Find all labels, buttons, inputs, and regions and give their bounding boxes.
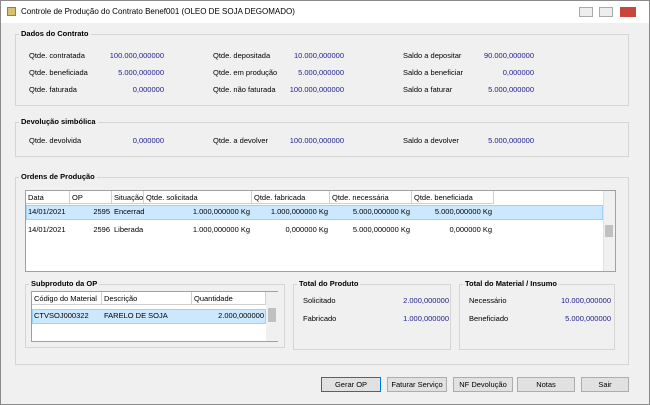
field-value: 100.000,000000 xyxy=(289,85,344,94)
grid-cell[interactable]: 1.000,000000 Kg xyxy=(192,225,250,234)
grid-cell[interactable]: Encerrada xyxy=(114,207,144,216)
group-title: Ordens de Produção xyxy=(19,172,97,182)
column-header: Qtde. fabricada xyxy=(252,191,330,204)
field-value: 0,000000 xyxy=(132,85,164,94)
column-header: OP xyxy=(70,191,112,204)
field-label: Qtde. não faturada xyxy=(213,85,276,94)
grid-cell[interactable]: 5.000,000000 Kg xyxy=(352,225,410,234)
field-label: Solicitado xyxy=(303,296,336,305)
field-value: 5.000,000000 xyxy=(488,136,534,145)
scroll-thumb xyxy=(605,225,613,237)
grid-cell[interactable]: 5.000,000000 Kg xyxy=(434,207,492,216)
app-icon xyxy=(7,7,16,16)
grid-cell[interactable]: 1.000,000000 Kg xyxy=(270,207,328,216)
field-value: 5.000,000000 xyxy=(118,68,164,77)
grid-cell[interactable]: Liberada xyxy=(114,225,144,234)
field-value: 100.000,000000 xyxy=(109,51,164,60)
group-box xyxy=(293,284,451,350)
grid-cell[interactable]: 0,000000 Kg xyxy=(285,225,328,234)
grid-cell[interactable]: 1.000,000000 Kg xyxy=(192,207,250,216)
field-label: Qtde. em produção xyxy=(213,68,278,77)
column-header: Situação xyxy=(112,191,144,204)
button[interactable]: Notas xyxy=(517,377,575,392)
button[interactable]: Faturar Serviço xyxy=(387,377,447,392)
minimize-button[interactable] xyxy=(579,7,593,17)
button[interactable]: Gerar OP xyxy=(321,377,381,392)
grid-cell[interactable]: 0,000000 Kg xyxy=(449,225,492,234)
field-value: 5.000,000000 xyxy=(298,68,344,77)
window-title: Controle de Produção do Contrato Benef00… xyxy=(21,7,295,16)
field-label: Beneficiado xyxy=(469,314,509,323)
field-label: Qtde. depositada xyxy=(213,51,271,60)
field-value: 1.000,000000 xyxy=(403,314,449,323)
grid-cell[interactable]: 5.000,000000 Kg xyxy=(352,207,410,216)
field-value: 5.000,000000 xyxy=(565,314,611,323)
grid-cell[interactable]: FARELO DE SOJA xyxy=(104,311,168,320)
field-label: Qtde. devolvida xyxy=(29,136,82,145)
field-label: Fabricado xyxy=(303,314,337,323)
group-title: Dados do Contrato xyxy=(19,29,91,39)
field-label: Qtde. faturada xyxy=(29,85,77,94)
row-selection xyxy=(32,309,266,324)
field-label: Saldo a depositar xyxy=(403,51,462,60)
field-value: 2.000,000000 xyxy=(403,296,449,305)
group-box xyxy=(25,284,285,348)
group-title: Total do Produto xyxy=(297,279,361,289)
grid-cell[interactable]: CTVSOJ000322 xyxy=(34,311,89,320)
field-label: Saldo a faturar xyxy=(403,85,453,94)
field-label: Necessário xyxy=(469,296,507,305)
byproduct-grid: Código do Material Descrição Quantidade CTV… xyxy=(31,291,278,342)
field-value: 90.000,000000 xyxy=(483,51,534,60)
column-header: Qtde. necessária xyxy=(330,191,412,204)
grid-cell[interactable]: 14/01/2021 xyxy=(28,207,66,216)
field-label: Saldo a devolver xyxy=(403,136,459,145)
field-value: 10.000,000000 xyxy=(293,51,344,60)
column-header: Descrição xyxy=(102,292,192,305)
field-label: Qtde. a devolver xyxy=(213,136,269,145)
maximize-button[interactable] xyxy=(599,7,613,17)
field-value: 5.000,000000 xyxy=(488,85,534,94)
field-label: Saldo a beneficiar xyxy=(403,68,464,77)
button[interactable]: Sair xyxy=(581,377,629,392)
group-box xyxy=(15,122,629,157)
group-title: Subproduto da OP xyxy=(29,279,100,289)
field-value: 0,000000 xyxy=(502,68,534,77)
field-value: 0,000000 xyxy=(132,136,164,145)
row-selection xyxy=(26,205,603,220)
grid-cell[interactable]: 2.000,000000 xyxy=(218,311,264,320)
group-title: Devolução simbólica xyxy=(19,117,98,127)
group-box xyxy=(15,177,629,365)
scroll-thumb xyxy=(268,308,276,322)
field-label: Qtde. contratada xyxy=(29,51,85,60)
button[interactable]: NF Devolução xyxy=(453,377,513,392)
field-label: Qtde. beneficiada xyxy=(29,68,88,77)
column-header: Quantidade xyxy=(192,292,266,305)
field-value: 100.000,000000 xyxy=(289,136,344,145)
column-header: Data xyxy=(26,191,70,204)
field-value: 10.000,000000 xyxy=(560,296,611,305)
column-header: Qtde. solicitada xyxy=(144,191,252,204)
column-header: Código do Material xyxy=(32,292,102,305)
grid-cell[interactable]: 2596 xyxy=(93,225,110,234)
group-box xyxy=(15,34,629,106)
grid-cell[interactable]: 2595 xyxy=(93,207,110,216)
grid-cell[interactable]: 14/01/2021 xyxy=(28,225,66,234)
close-button[interactable] xyxy=(620,7,636,17)
group-title: Total do Material / Insumo xyxy=(463,279,559,289)
orders-grid: Data OP Situação Qtde. solicitada Qtde. fabr… xyxy=(25,190,616,272)
title-bar: Controle de Produção do Contrato Benef00… xyxy=(1,1,649,23)
column-header: Qtde. beneficiada xyxy=(412,191,494,204)
